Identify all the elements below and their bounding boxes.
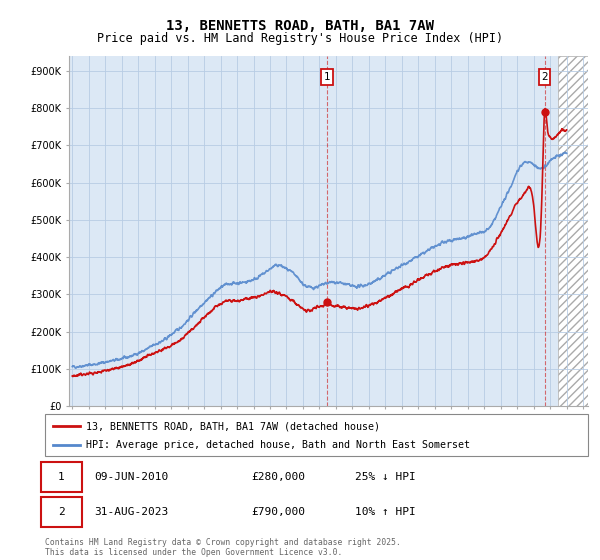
FancyBboxPatch shape [45,414,588,456]
Text: 13, BENNETTS ROAD, BATH, BA1 7AW (detached house): 13, BENNETTS ROAD, BATH, BA1 7AW (detach… [86,421,380,431]
Text: 2: 2 [541,72,548,82]
Text: 31-AUG-2023: 31-AUG-2023 [94,507,168,517]
Text: HPI: Average price, detached house, Bath and North East Somerset: HPI: Average price, detached house, Bath… [86,440,470,450]
FancyBboxPatch shape [41,497,82,527]
Text: 13, BENNETTS ROAD, BATH, BA1 7AW: 13, BENNETTS ROAD, BATH, BA1 7AW [166,19,434,33]
Text: Contains HM Land Registry data © Crown copyright and database right 2025.
This d: Contains HM Land Registry data © Crown c… [45,538,401,557]
Bar [559,56,588,406]
Text: £790,000: £790,000 [251,507,305,517]
Text: £280,000: £280,000 [251,472,305,482]
Text: Price paid vs. HM Land Registry's House Price Index (HPI): Price paid vs. HM Land Registry's House … [97,32,503,45]
Bar [559,56,588,406]
Text: 1: 1 [58,472,65,482]
Text: 09-JUN-2010: 09-JUN-2010 [94,472,168,482]
Text: 2: 2 [58,507,65,517]
Text: 25% ↓ HPI: 25% ↓ HPI [355,472,415,482]
FancyBboxPatch shape [41,462,82,492]
Text: 10% ↑ HPI: 10% ↑ HPI [355,507,415,517]
Text: 1: 1 [323,72,330,82]
